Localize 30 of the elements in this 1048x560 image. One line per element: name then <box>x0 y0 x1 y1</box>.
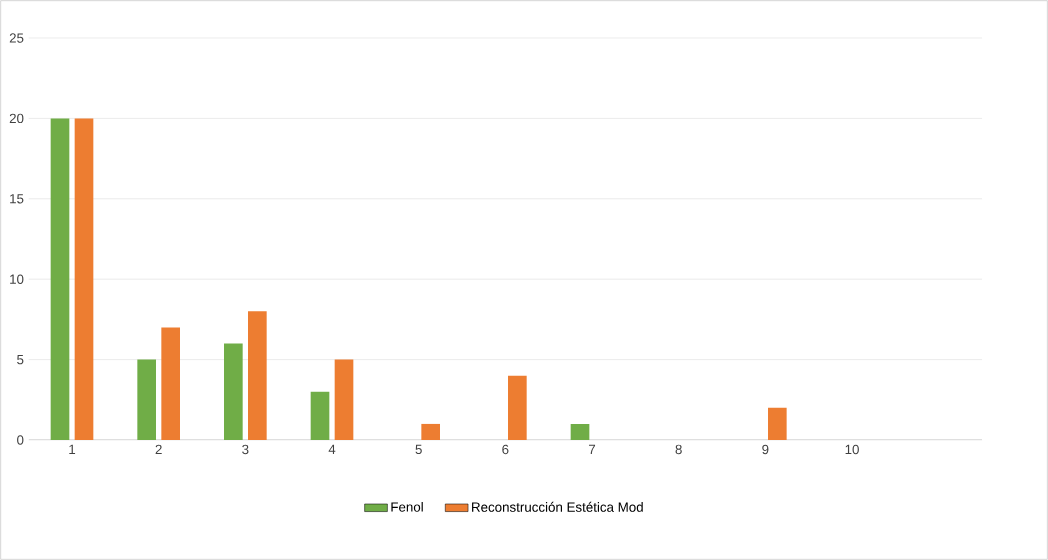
x-tick-label: 4 <box>328 444 336 454</box>
bar <box>508 375 527 440</box>
y-tick-label: 5 <box>17 354 24 365</box>
x-tick-label: 10 <box>845 444 859 455</box>
bar <box>421 423 441 440</box>
x-tick-label: 8 <box>675 444 682 455</box>
y-tick-label: 10 <box>10 274 24 284</box>
bar <box>137 359 156 440</box>
bar <box>161 327 180 440</box>
x-tick-label: 5 <box>415 444 422 455</box>
legend-label: Reconstrucción Estética Mod <box>472 501 643 512</box>
legend-label: Fenol <box>391 501 423 512</box>
bar <box>224 343 243 440</box>
bar <box>570 423 590 440</box>
y-tick-label: 15 <box>10 194 24 204</box>
x-tick-label: 6 <box>502 444 509 455</box>
x-tick-label: 1 <box>69 444 76 454</box>
bar <box>310 391 330 440</box>
y-tick-label: 25 <box>9 33 24 43</box>
x-tick-label: 2 <box>155 444 162 455</box>
x-tick-label: 9 <box>762 444 769 455</box>
bar <box>768 407 787 440</box>
bar <box>74 118 94 440</box>
bar <box>334 359 354 440</box>
y-tick-label: 0 <box>17 435 24 445</box>
x-tick-label: 7 <box>588 444 596 454</box>
bar <box>248 311 267 440</box>
y-tick-label: 20 <box>9 113 24 124</box>
bar <box>50 118 70 440</box>
x-tick-label: 3 <box>242 444 249 455</box>
